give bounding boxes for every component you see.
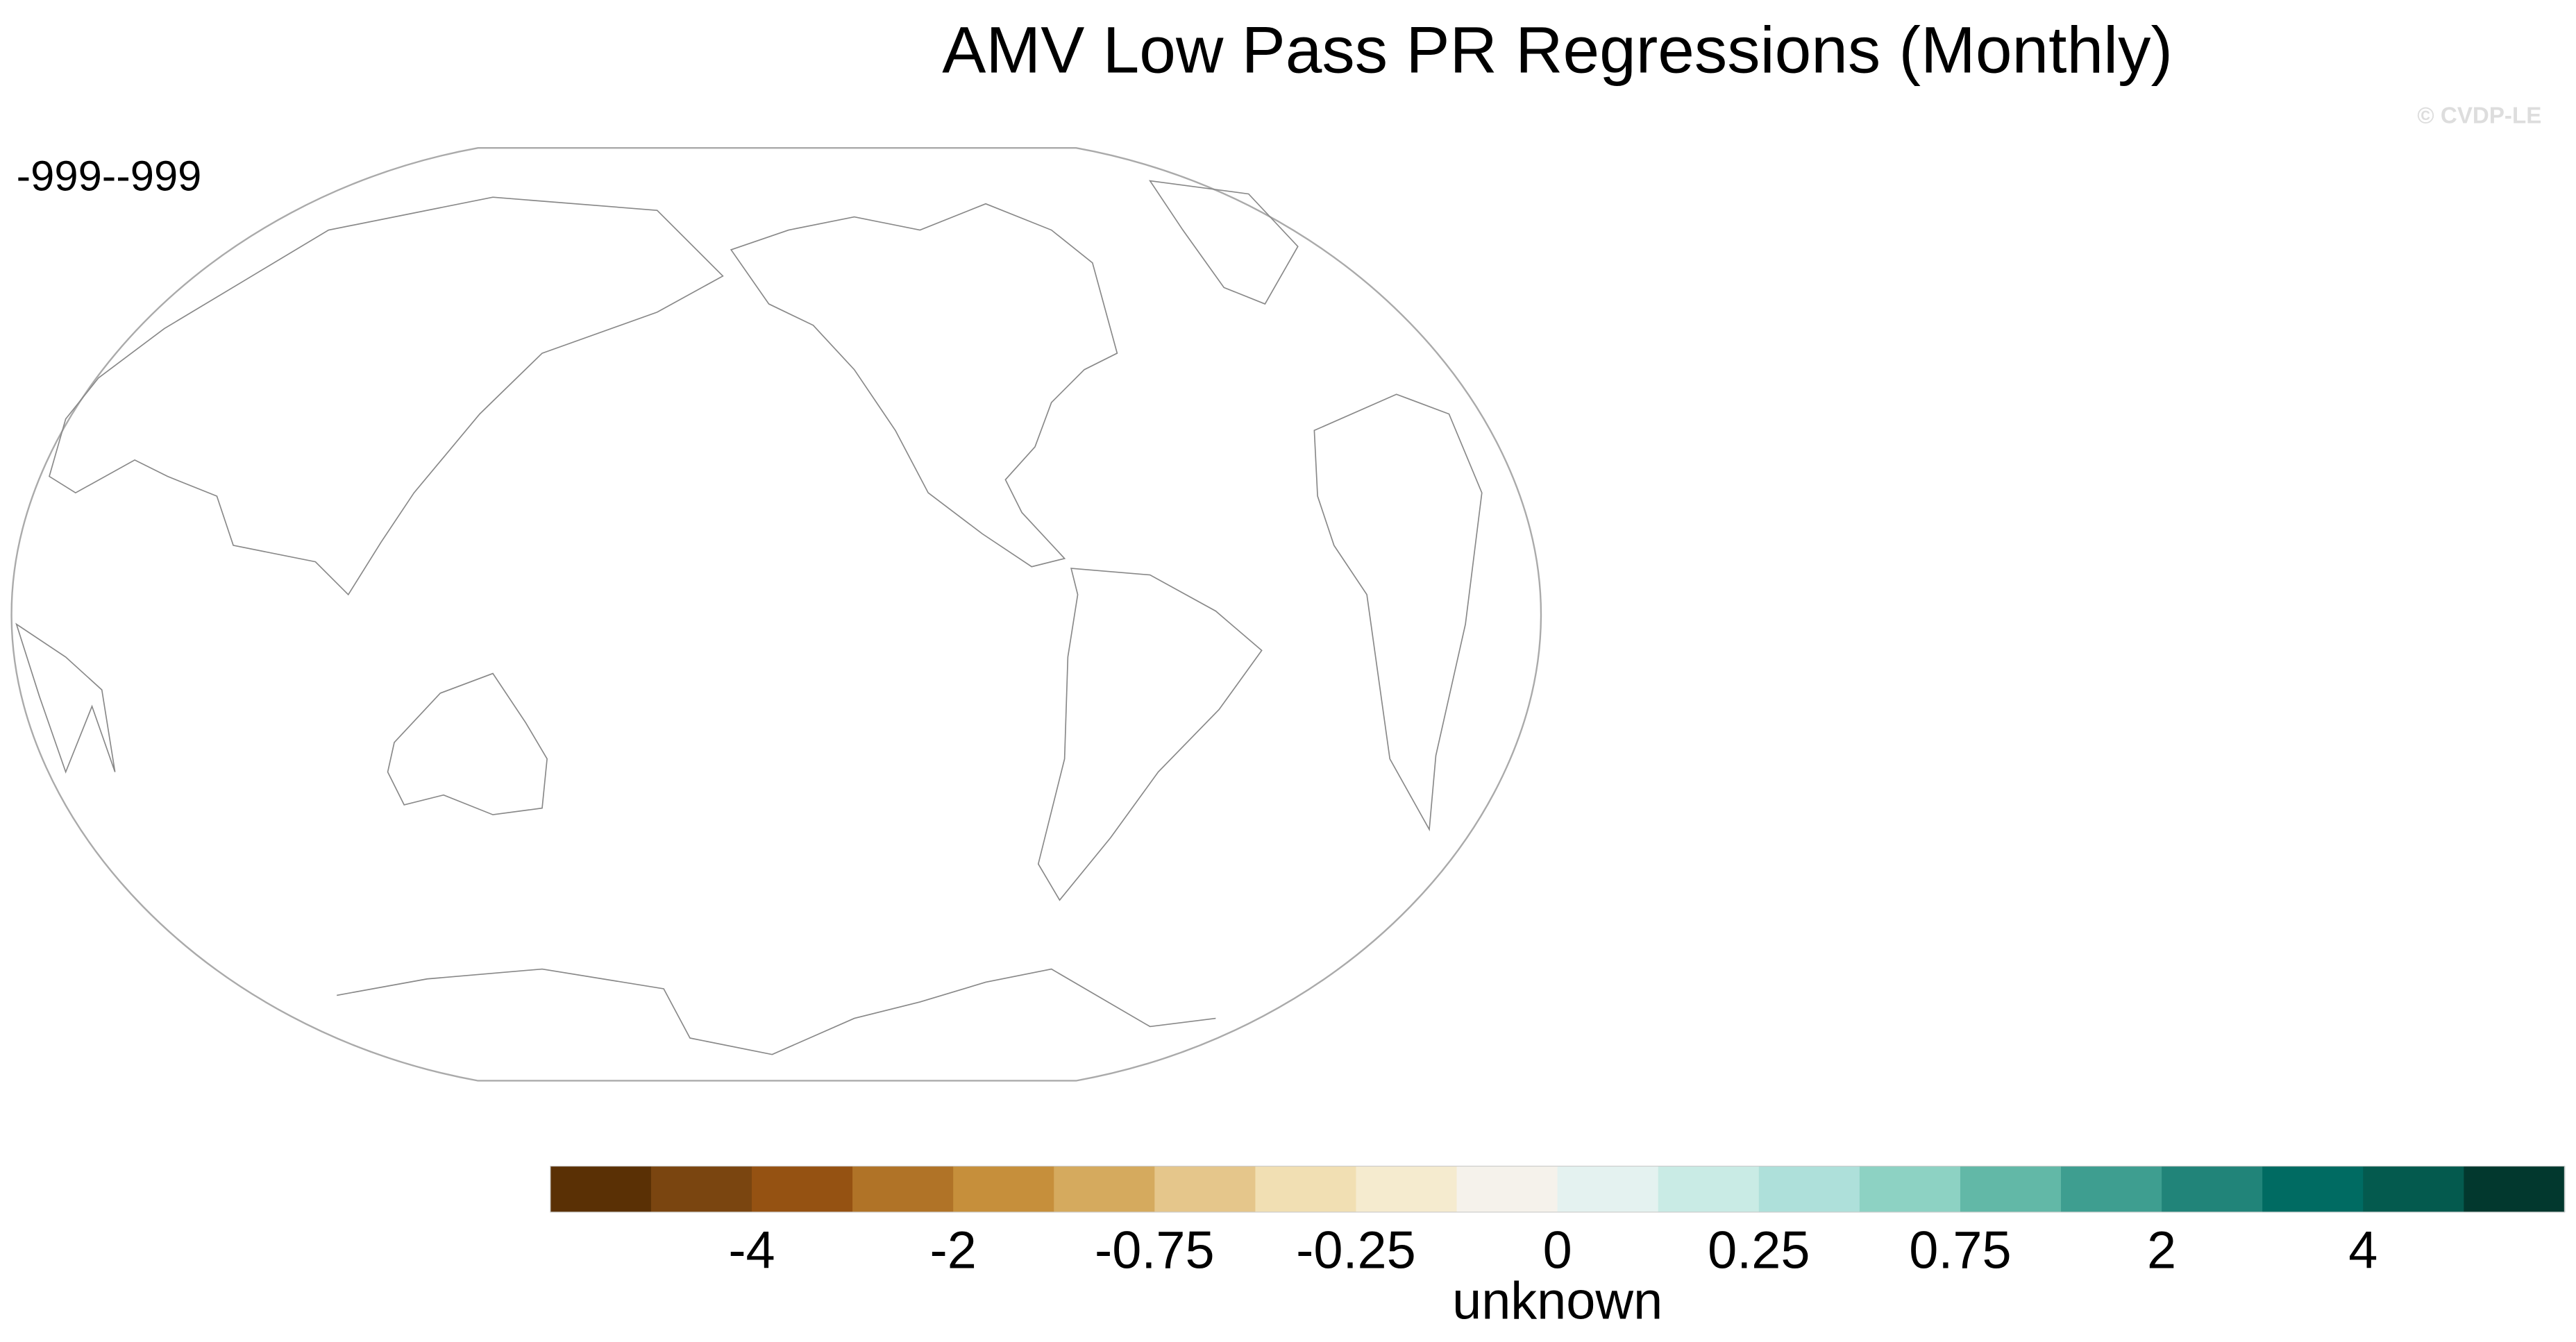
colorbar-label: -0.75 [1095, 1221, 1215, 1280]
colorbar-frame [550, 1165, 2566, 1213]
watermark: © CVDP-LE [2417, 103, 2541, 129]
colorbar-box [1658, 1166, 1760, 1212]
colorbar-label: 0.25 [1708, 1221, 1810, 1280]
colorbar-box [1255, 1166, 1357, 1212]
coastline-south-america [1037, 568, 1263, 901]
colorbar-box [1154, 1166, 1256, 1212]
colorbar-box [650, 1166, 752, 1212]
colorbar-box [1456, 1166, 1558, 1212]
map [10, 147, 1542, 1082]
colorbar-label: 4 [2348, 1221, 2377, 1280]
colorbar-box [2162, 1166, 2263, 1212]
colorbar-box [2262, 1166, 2364, 1212]
coastline-asia [49, 196, 724, 596]
colorbar-label: 0.75 [1909, 1221, 2011, 1280]
colorbar-box [953, 1166, 1054, 1212]
colorbar-label: -4 [728, 1221, 775, 1280]
colorbar-box [1356, 1166, 1458, 1212]
coastline-antarctica [337, 968, 1216, 1055]
colorbar-box [550, 1166, 652, 1212]
coastline-australia [387, 672, 548, 815]
coastline-north-america [730, 203, 1118, 568]
colorbar-box [1859, 1166, 1961, 1212]
colorbar-box [852, 1166, 954, 1212]
colorbar-title: unknown [1452, 1272, 1662, 1331]
colorbar-box [1054, 1166, 1156, 1212]
colorbar-box [2363, 1166, 2465, 1212]
colorbar-box [1960, 1166, 2062, 1212]
coastline-africa-west [15, 622, 116, 774]
colorbar-label: -2 [930, 1221, 977, 1280]
map-border [10, 147, 1542, 1082]
colorbar-label: 2 [2147, 1221, 2176, 1280]
colorbar-box [2061, 1166, 2162, 1212]
colorbar-label: -0.25 [1296, 1221, 1416, 1280]
coastline-africa-east [1313, 393, 1483, 832]
colorbar-box [1758, 1166, 1860, 1212]
coastline-greenland [1148, 180, 1299, 305]
colorbar: -4 -2 -0.75 -0.25 0 0.25 0.75 2 4 [550, 1165, 2566, 1280]
colorbar-label: 0 [1543, 1221, 1572, 1280]
title: AMV Low Pass PR Regressions (Monthly) [942, 13, 2173, 87]
subtitle: -999--999 [17, 153, 202, 201]
colorbar-box [2464, 1166, 2566, 1212]
colorbar-box [752, 1166, 853, 1212]
colorbar-box [1557, 1166, 1659, 1212]
